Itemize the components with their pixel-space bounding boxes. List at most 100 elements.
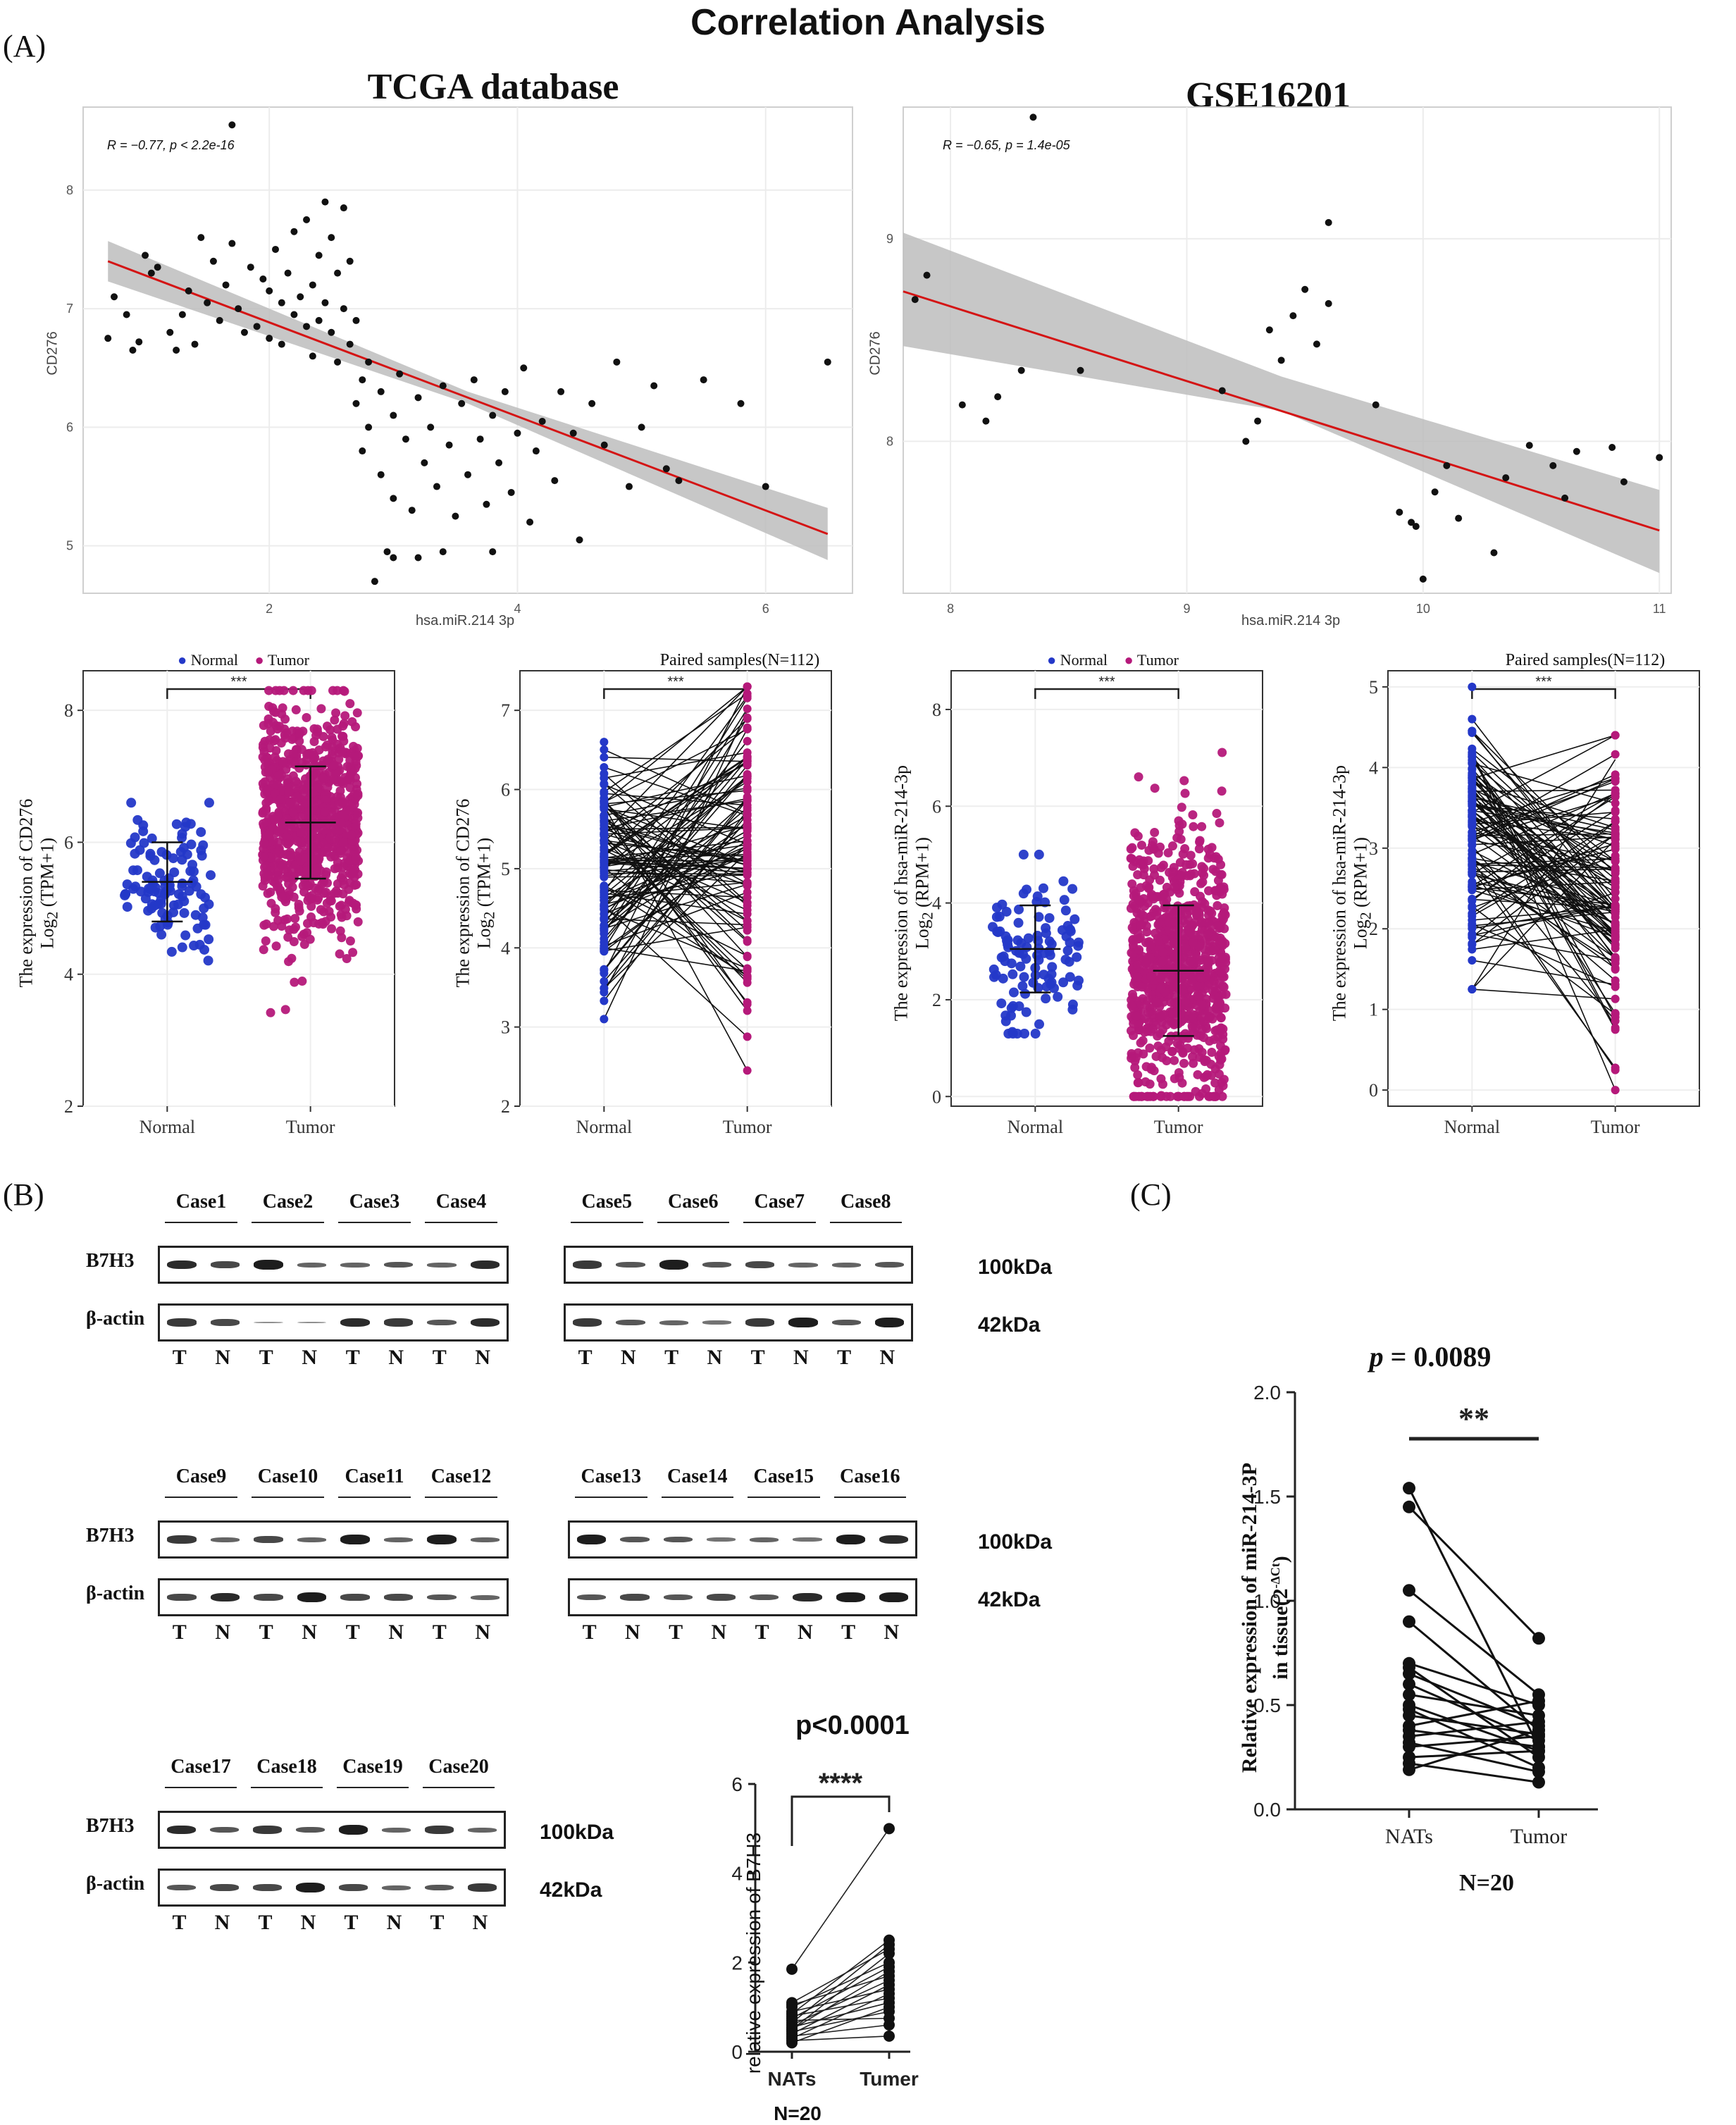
data-point [330, 715, 340, 725]
tumor-point [884, 2030, 895, 2042]
data-point [156, 929, 167, 940]
data-point [295, 729, 305, 738]
data-point [333, 863, 342, 873]
data-point [1169, 937, 1179, 947]
tumor-point [743, 937, 752, 946]
data-point [290, 783, 300, 793]
data-point [997, 899, 1008, 910]
data-point [1148, 894, 1158, 904]
data-point [191, 340, 199, 348]
data-point [1139, 870, 1148, 880]
data-point [154, 264, 161, 271]
pair-line [603, 764, 748, 943]
data-point [1156, 862, 1166, 872]
pair-line [603, 805, 748, 1071]
data-point [1177, 1078, 1187, 1088]
significance-label: **** [819, 1768, 863, 1799]
pair-line [1471, 905, 1616, 1015]
data-point [323, 782, 333, 792]
panel-label-a: (A) [3, 29, 46, 63]
data-point [283, 914, 292, 924]
plot-frame [1387, 670, 1700, 1107]
data-point [1062, 946, 1073, 956]
data-point [181, 817, 192, 828]
data-point [275, 885, 285, 895]
normal-point [600, 849, 609, 858]
pair-lines [1471, 719, 1616, 1091]
data-point [1174, 1067, 1184, 1077]
data-point [111, 293, 118, 301]
data-point [315, 252, 323, 259]
data-point [1167, 841, 1177, 851]
data-point [427, 423, 435, 431]
data-point [1197, 868, 1207, 878]
data-point [1127, 1000, 1136, 1010]
data-point [340, 711, 350, 721]
tumor-point [1611, 994, 1620, 1003]
data-point [1134, 855, 1144, 865]
x-tick-label: NATs [768, 2068, 817, 2090]
data-point [335, 786, 345, 795]
data-point [177, 829, 187, 839]
data-point [1181, 860, 1191, 869]
data-point [1170, 998, 1179, 1008]
pair-line [1472, 831, 1616, 862]
data-point [1189, 1058, 1198, 1068]
data-point [285, 850, 295, 860]
x-tick-label: Tumor [1154, 1117, 1203, 1137]
pair-line [604, 859, 748, 876]
data-point [1313, 340, 1320, 348]
data-point [143, 884, 154, 894]
data-point [265, 735, 275, 745]
data-point [1127, 843, 1137, 853]
data-point [1167, 1046, 1177, 1056]
y-tick-label: 2 [1369, 919, 1378, 939]
data-point [321, 795, 330, 805]
data-point [261, 936, 271, 946]
x-tick-label: 8 [947, 602, 954, 616]
data-point [1127, 879, 1137, 889]
data-point [1133, 1070, 1143, 1080]
data-point [1179, 1091, 1189, 1101]
data-point [345, 783, 355, 793]
data-point [122, 902, 132, 912]
data-point [377, 388, 385, 395]
data-point [306, 912, 316, 922]
data-point [1188, 938, 1198, 948]
data-point [292, 792, 302, 802]
data-point [120, 890, 130, 900]
data-point [1058, 977, 1069, 988]
data-point [1325, 299, 1332, 307]
data-point [1212, 809, 1222, 819]
data-point [268, 717, 278, 727]
data-point [330, 888, 340, 898]
data-point [1188, 810, 1198, 819]
data-point [1608, 444, 1616, 451]
data-point [264, 686, 274, 695]
tumor-point [743, 1066, 752, 1075]
data-point [302, 853, 311, 863]
pair-line [603, 741, 748, 919]
pair-line [1471, 786, 1616, 935]
data-point [247, 264, 254, 271]
data-point [1065, 972, 1075, 982]
normal-point [1468, 726, 1477, 736]
data-point [1021, 953, 1031, 964]
y-tick-label: 6 [64, 832, 73, 853]
nats-point [786, 1997, 798, 2009]
data-point [489, 548, 497, 556]
data-point [280, 733, 290, 743]
data-point [1419, 575, 1427, 583]
data-point [1289, 312, 1297, 320]
data-point [1163, 848, 1173, 857]
normal-point [600, 836, 609, 845]
data-point [1215, 1041, 1225, 1051]
pair-line [604, 824, 748, 867]
pair-line [603, 710, 748, 1020]
data-point [271, 686, 280, 695]
pair-line [1471, 734, 1616, 813]
y-tick-label: 6 [66, 420, 73, 434]
tumor-point [1532, 1695, 1545, 1708]
tumor-point [1611, 976, 1620, 985]
